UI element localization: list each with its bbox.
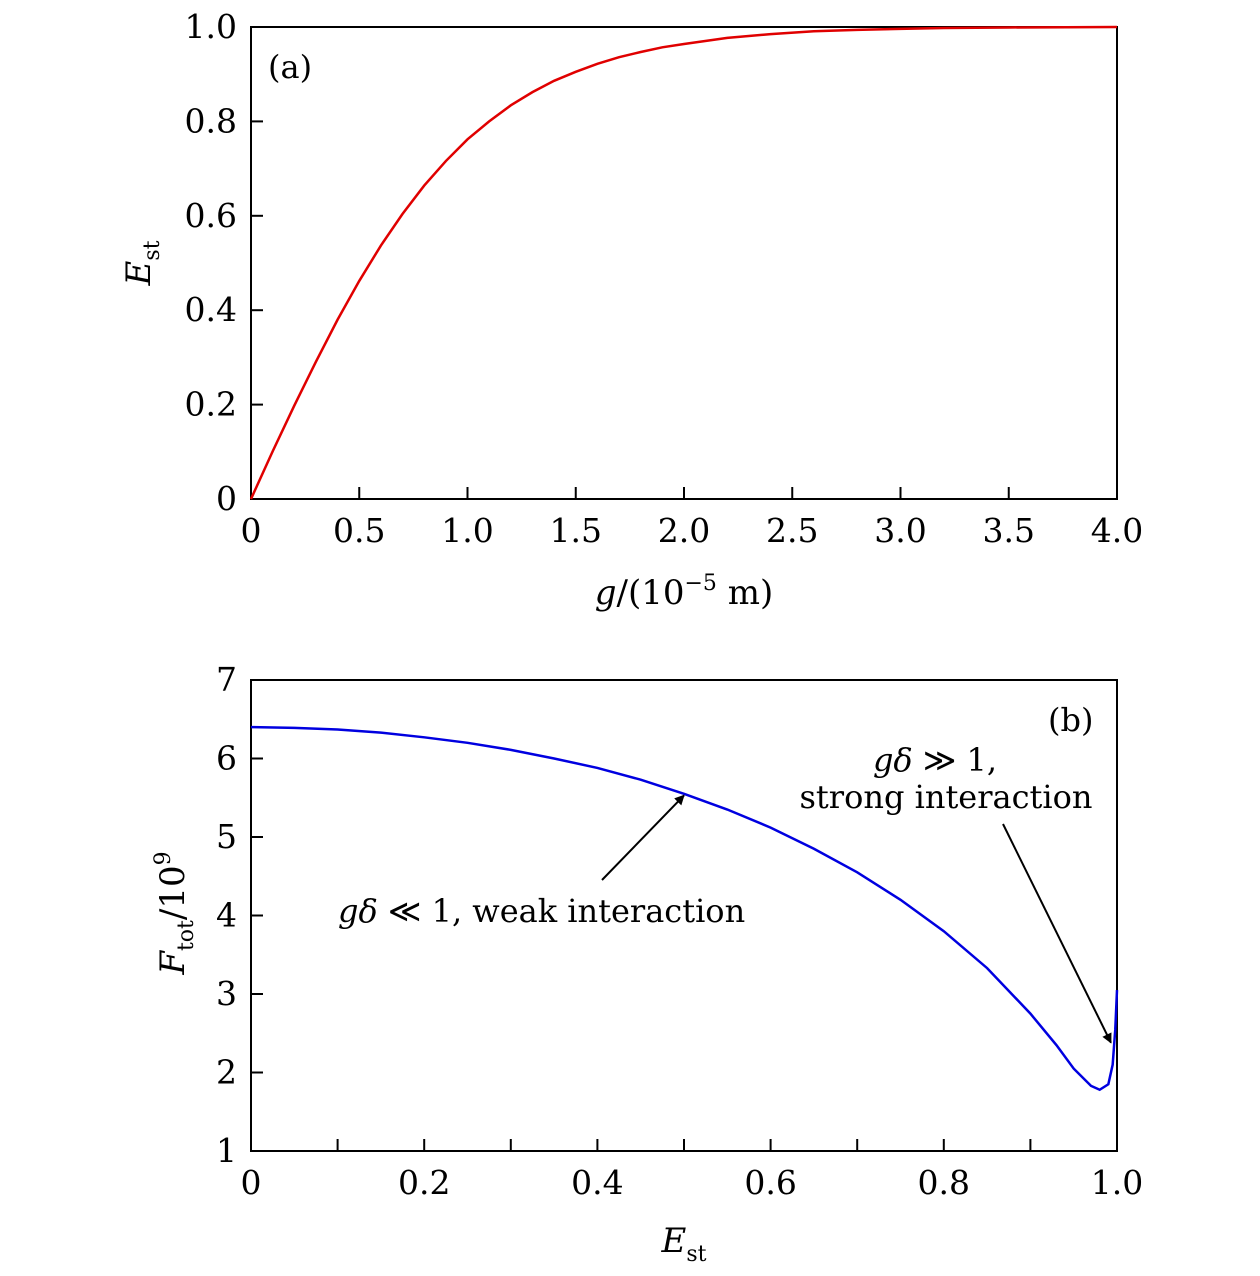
annotation-weak: gδ ≪ 1, weak interaction xyxy=(338,892,745,930)
x-tick-label-1-2: 0.4 xyxy=(571,1163,623,1202)
annotation-arrow-weak xyxy=(601,794,685,881)
y-tick-label-1-3: 4 xyxy=(216,896,237,935)
x-tick-label-0-1: 0.5 xyxy=(333,511,385,550)
y-tick-label-1-4: 5 xyxy=(216,817,237,856)
series-line-a xyxy=(249,25,1118,500)
y-axis-label-a: Est xyxy=(119,240,165,286)
x-tick-label-1-0: 0 xyxy=(241,1163,262,1202)
x-axis-label-b: Est xyxy=(661,1221,707,1267)
x-tick-label-0-8: 4.0 xyxy=(1091,511,1143,550)
x-tick-label-0-3: 1.5 xyxy=(550,511,602,550)
annotation-strong-line1: gδ ≫ 1, xyxy=(873,741,997,779)
ticks-a: 0 0.5 1.0 1.5 2.0 2.5 3.0 3.5 4.0 0 0.2 0.4 0.6 0.8 1.… xyxy=(185,7,1144,550)
chart-panel-b: 0 0.2 0.4 0.6 0.8 1.0 1 2 3 4 5 6 7 (b) Est Ftot/109… xyxy=(151,660,1143,1267)
y-tick-label-1-0: 1 xyxy=(216,1131,237,1170)
x-tick-label-0-2: 1.0 xyxy=(441,511,493,550)
y-tick-label-1-2: 3 xyxy=(216,974,237,1013)
y-tick-label-0-2: 0.4 xyxy=(185,290,237,329)
y-tick-label-1-6: 7 xyxy=(216,660,237,699)
y-axis-label-b: Ftot/109 xyxy=(151,851,199,975)
annotation-arrow-strong xyxy=(1002,823,1112,1044)
plot-frame-a xyxy=(250,26,1118,500)
y-tick-label-0-0: 0 xyxy=(216,479,237,518)
x-tick-label-0-6: 3.0 xyxy=(874,511,926,550)
chart-panel-a: 0 0.5 1.0 1.5 2.0 2.5 3.0 3.5 4.0 0 0.2 0.4 0.6 0.8 1.… xyxy=(119,7,1143,613)
ticks-b: 0 0.2 0.4 0.6 0.8 1.0 1 2 3 4 5 6 7 xyxy=(216,660,1143,1202)
y-tick-label-0-4: 0.8 xyxy=(185,101,237,140)
x-tick-label-1-4: 0.8 xyxy=(918,1163,970,1202)
panel-label-a: (a) xyxy=(268,48,312,86)
annotation-strong-line2: strong interaction xyxy=(799,778,1092,816)
y-tick-label-0-5: 1.0 xyxy=(185,7,237,46)
series-line-b xyxy=(250,725,1119,1092)
x-tick-label-0-7: 3.5 xyxy=(983,511,1035,550)
y-tick-label-0-3: 0.6 xyxy=(185,196,237,235)
x-tick-label-0-4: 2.0 xyxy=(658,511,710,550)
y-tick-label-1-5: 6 xyxy=(216,739,237,778)
y-tick-label-1-1: 2 xyxy=(216,1053,237,1092)
x-axis-label-a: g/(10−5 m) xyxy=(595,571,774,613)
x-tick-label-1-3: 0.6 xyxy=(744,1163,796,1202)
x-tick-label-0-5: 2.5 xyxy=(766,511,818,550)
y-tick-label-0-1: 0.2 xyxy=(185,385,237,424)
x-tick-label-0-0: 0 xyxy=(241,511,262,550)
x-tick-label-1-5: 1.0 xyxy=(1091,1163,1143,1202)
x-tick-label-1-1: 0.2 xyxy=(398,1163,450,1202)
panel-label-b: (b) xyxy=(1048,701,1093,739)
